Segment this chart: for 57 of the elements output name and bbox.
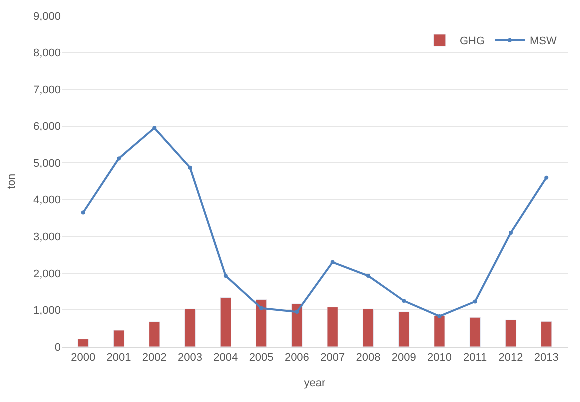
point: [508, 230, 513, 235]
line-series: [81, 126, 549, 318]
bar: [541, 321, 552, 347]
y-tick-label: 9,000: [33, 10, 61, 23]
x-tick-label: 2002: [142, 352, 167, 364]
x-tick-label: 2011: [464, 352, 488, 364]
y-tick-label: 3,000: [33, 232, 61, 244]
bar: [256, 300, 268, 347]
y-tick-label: 4,000: [33, 194, 61, 207]
bar: [505, 320, 517, 347]
point: [117, 156, 122, 161]
bar: [113, 330, 125, 347]
point: [330, 260, 335, 264]
x-tick-label: 2005: [249, 352, 274, 364]
x-tick-label: 2013: [534, 352, 559, 364]
point: [438, 314, 442, 318]
x-tick-label: 2001: [106, 352, 132, 364]
bar: [149, 322, 160, 347]
point: [473, 300, 478, 304]
x-tick-label: 2003: [178, 352, 203, 364]
point: [188, 166, 192, 170]
point: [544, 176, 549, 180]
point: [366, 274, 370, 278]
x-tick-label: 2006: [284, 352, 310, 364]
x-tick-label: 2000: [71, 352, 96, 364]
bar: [184, 308, 196, 347]
y-tick-label: 0: [54, 342, 61, 354]
point: [224, 274, 228, 278]
bar: [434, 315, 446, 347]
bar: [362, 308, 374, 347]
x-tick-label: 2009: [392, 352, 416, 364]
y-tick-label: 1,000: [33, 305, 61, 318]
y-tick-label: 2,000: [33, 268, 61, 280]
point: [295, 310, 300, 314]
y-axis-title: ton: [6, 174, 18, 190]
bar: [292, 304, 303, 347]
y-tick-label: 6,000: [33, 121, 61, 134]
x-tick-label: 2007: [320, 352, 346, 364]
x-tick-label: 2012: [498, 352, 524, 364]
bar: [220, 297, 232, 347]
legend-label: GHG: [460, 36, 486, 48]
bar: [78, 339, 89, 347]
bar: [398, 312, 410, 347]
point: [260, 306, 264, 310]
point: [81, 210, 86, 215]
point: [152, 126, 157, 130]
bar: [327, 307, 338, 347]
point: [402, 299, 406, 304]
y-tick-label: 5,000: [33, 158, 61, 170]
bar: [470, 317, 481, 347]
y-tick-label: 7,000: [33, 84, 61, 96]
legend-label: MSW: [530, 36, 558, 48]
x-tick-label: 2010: [427, 352, 452, 364]
x-tick-label: 2004: [214, 352, 238, 364]
y-tick-label: 8,000: [33, 48, 61, 60]
x-tick-label: 2008: [356, 352, 381, 364]
x-axis-title: year: [304, 377, 326, 390]
